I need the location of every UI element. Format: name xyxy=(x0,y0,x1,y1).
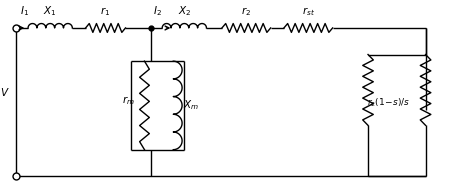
Text: $r_2$: $r_2$ xyxy=(241,5,251,18)
Text: $r_{st}$: $r_{st}$ xyxy=(302,5,315,18)
Text: $I_2$: $I_2$ xyxy=(154,4,162,18)
Text: $r_1$: $r_1$ xyxy=(101,5,110,18)
Text: V: V xyxy=(0,88,7,98)
Text: $X_1$: $X_1$ xyxy=(44,4,57,18)
Text: $X_m$: $X_m$ xyxy=(183,99,199,112)
Text: $I_1$: $I_1$ xyxy=(20,4,29,18)
Text: $X_2$: $X_2$ xyxy=(178,4,191,18)
Text: $r_2(1\!-\!s)/s$: $r_2(1\!-\!s)/s$ xyxy=(367,97,410,109)
Text: $r_m$: $r_m$ xyxy=(122,95,135,107)
